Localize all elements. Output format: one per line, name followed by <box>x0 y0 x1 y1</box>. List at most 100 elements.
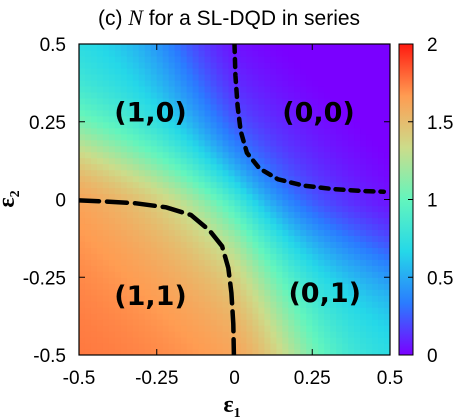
heat-cell <box>114 349 122 355</box>
heat-cell <box>294 325 301 332</box>
heat-cell <box>132 283 140 290</box>
heat-cell <box>342 109 349 117</box>
heat-cell <box>378 115 385 123</box>
heat-cell <box>324 229 331 236</box>
heat-cell <box>204 55 212 63</box>
heat-cell <box>108 349 116 355</box>
heat-cell <box>210 301 218 308</box>
heat-cell <box>84 235 92 242</box>
heat-cell <box>270 337 277 344</box>
heat-cell <box>90 73 98 81</box>
heat-cell <box>264 325 271 332</box>
heat-cell <box>198 265 206 272</box>
heat-cell <box>222 157 230 165</box>
heat-cell <box>162 277 170 284</box>
heat-cell <box>342 121 349 129</box>
heat-cell <box>384 193 390 201</box>
heat-cell <box>144 79 152 87</box>
heat-cell <box>90 79 98 87</box>
heat-cell <box>102 181 110 189</box>
heat-cell <box>186 79 194 87</box>
heat-cell <box>300 133 307 141</box>
heat-cell <box>312 175 319 183</box>
heat-cell <box>372 73 379 81</box>
heat-cell <box>79 199 86 207</box>
heat-cell <box>246 301 254 308</box>
heat-cell <box>132 307 140 314</box>
heat-cell <box>216 175 224 183</box>
heat-cell <box>240 283 248 290</box>
heat-cell <box>192 331 200 338</box>
heat-cell <box>306 169 313 177</box>
heat-cell <box>108 115 116 123</box>
heat-cell <box>366 289 373 296</box>
heat-cell <box>306 307 313 314</box>
heat-cell <box>318 325 325 332</box>
heat-cell <box>144 313 152 320</box>
heat-cell <box>312 73 319 81</box>
heat-cell <box>90 145 98 153</box>
heat-cell <box>222 277 230 284</box>
heat-cell <box>79 205 86 213</box>
heat-cell <box>174 151 182 159</box>
heat-cell <box>114 235 122 242</box>
heat-cell <box>360 211 367 219</box>
heat-cell <box>114 175 122 183</box>
heat-cell <box>306 151 313 159</box>
heat-cell <box>360 247 367 254</box>
heat-cell <box>132 247 140 254</box>
heat-cell <box>198 127 206 135</box>
heat-cell <box>84 193 92 201</box>
heat-cell <box>96 151 104 159</box>
heat-cell <box>132 169 140 177</box>
heat-cell <box>306 343 313 350</box>
heat-cell <box>270 265 277 272</box>
heat-cell <box>180 91 188 99</box>
heat-cell <box>216 325 224 332</box>
heat-cell <box>79 169 86 177</box>
heat-cell <box>234 295 242 302</box>
heat-cell <box>108 319 116 326</box>
heat-cell <box>192 307 200 314</box>
heat-cell <box>114 61 122 69</box>
heat-cell <box>84 253 92 260</box>
heat-cell <box>216 217 224 225</box>
heat-cell <box>300 67 307 75</box>
heat-cell <box>156 163 164 171</box>
heat-cell <box>360 223 367 230</box>
heat-cell <box>330 85 337 93</box>
heat-cell <box>300 169 307 177</box>
heat-cell <box>84 241 92 248</box>
heat-cell <box>252 97 260 105</box>
heat-cell <box>90 319 98 326</box>
heat-cell <box>186 247 194 254</box>
heat-cell <box>246 325 254 332</box>
heat-cell <box>210 163 218 171</box>
heat-cell <box>108 157 116 165</box>
heat-cell <box>336 265 343 272</box>
heat-cell <box>384 259 390 266</box>
heat-cell <box>324 343 331 350</box>
heat-cell <box>378 283 385 290</box>
heat-cell <box>186 199 194 207</box>
heat-cell <box>228 187 236 195</box>
heat-cell <box>132 337 140 344</box>
heat-cell <box>210 133 218 141</box>
heat-cell <box>210 241 218 248</box>
heat-cell <box>318 103 325 111</box>
heat-cell <box>138 301 146 308</box>
heat-cell <box>126 211 134 219</box>
heat-cell <box>258 271 265 278</box>
heat-cell <box>96 205 104 213</box>
heat-cell <box>330 49 337 57</box>
heat-cell <box>228 151 236 159</box>
heat-cell <box>210 265 218 272</box>
heat-cell <box>198 44 206 51</box>
heat-cell <box>366 85 373 93</box>
heat-cell <box>204 181 212 189</box>
heat-cell <box>234 49 242 57</box>
heat-cell <box>144 289 152 296</box>
heat-cell <box>114 97 122 105</box>
heat-cell <box>174 223 182 230</box>
heat-cell <box>282 331 289 338</box>
